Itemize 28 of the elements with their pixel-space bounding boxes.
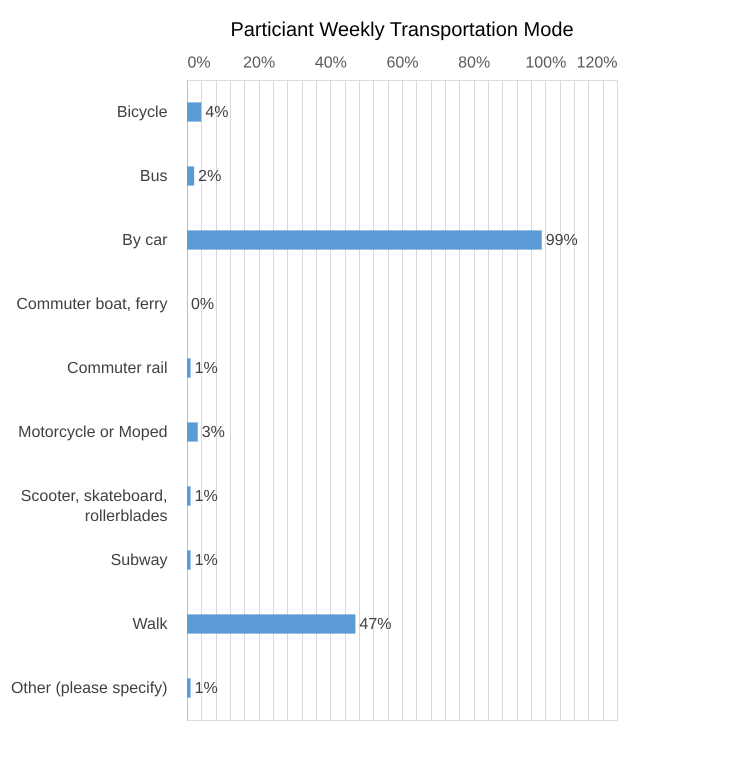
x-tick-label: 120%: [576, 54, 618, 72]
data-label: 3%: [202, 424, 225, 441]
x-tick-label: 80%: [458, 54, 490, 72]
data-label: 1%: [194, 360, 218, 377]
y-tick-label: Walk: [132, 616, 168, 633]
data-label: 1%: [194, 552, 218, 569]
y-tick-label: Commuter boat, ferry: [16, 296, 168, 313]
y-tick-label: Motorcycle or Moped: [18, 424, 168, 441]
y-tick-label: Bus: [140, 168, 168, 185]
data-label: 99%: [546, 232, 578, 249]
x-tick-label: 0%: [188, 54, 211, 72]
y-tick-label: By car: [122, 232, 168, 249]
x-tick-label: 20%: [243, 54, 276, 72]
data-label: 0%: [191, 296, 214, 313]
y-tick-label: Bicycle: [116, 104, 168, 121]
y-tick-label: Scooter, skateboard, rollerblades: [20, 488, 168, 525]
data-label: 2%: [198, 168, 222, 185]
y-tick-label: Subway: [110, 552, 168, 569]
data-label: 47%: [359, 616, 392, 633]
y-tick-label: Other (please specify): [10, 680, 168, 697]
data-label: 4%: [205, 104, 228, 121]
chart-title: Particiant Weekly Transportation Mode: [230, 19, 574, 41]
x-tick-label: 40%: [314, 54, 347, 72]
x-tick-label: 60%: [386, 54, 419, 72]
data-label: 1%: [194, 488, 218, 505]
x-tick-label: 100%: [525, 54, 566, 72]
data-label: 1%: [194, 680, 218, 697]
y-tick-label: Commuter rail: [67, 360, 168, 377]
